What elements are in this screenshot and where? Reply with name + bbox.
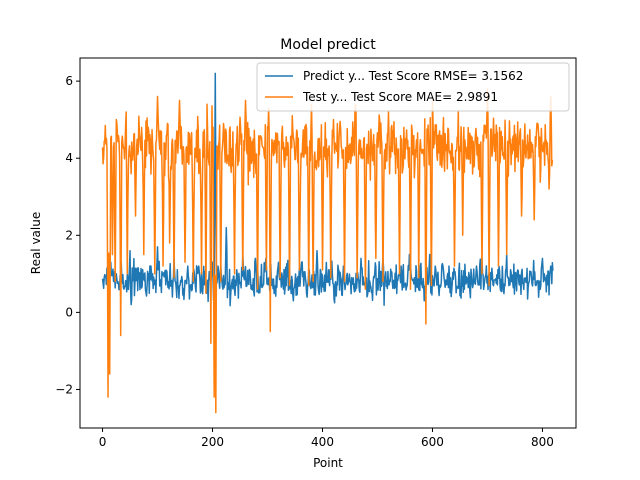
legend-label-test: Test y... Test Score MAE= 2.9891 bbox=[302, 90, 498, 104]
chart-title: Model predict bbox=[280, 37, 376, 53]
y-axis-ticks: −2 0 2 4 6 bbox=[55, 74, 80, 396]
series-layer bbox=[101, 72, 554, 414]
y-tick-label: 6 bbox=[65, 74, 73, 88]
x-tick-label: 800 bbox=[531, 435, 554, 449]
series-line-test bbox=[101, 88, 554, 414]
x-tick-label: 400 bbox=[311, 435, 334, 449]
y-tick-label: 0 bbox=[65, 305, 73, 319]
x-axis-label: Point bbox=[313, 456, 343, 470]
x-tick-label: 600 bbox=[421, 435, 444, 449]
legend-label-predict: Predict y... Test Score RMSE= 3.1562 bbox=[303, 69, 523, 83]
y-axis-label: Real value bbox=[29, 212, 43, 274]
series-line-predict bbox=[101, 72, 554, 307]
y-tick-label: 2 bbox=[65, 228, 73, 242]
x-tick-label: 200 bbox=[201, 435, 224, 449]
legend: Predict y... Test Score RMSE= 3.1562 Tes… bbox=[256, 62, 570, 112]
plot-frame bbox=[79, 57, 577, 429]
y-tick-label: −2 bbox=[55, 382, 73, 396]
legend-box bbox=[256, 62, 570, 112]
x-tick-label: 0 bbox=[99, 435, 107, 449]
y-tick-label: 4 bbox=[65, 151, 73, 165]
x-axis-ticks: 0 200 400 600 800 bbox=[99, 428, 554, 449]
